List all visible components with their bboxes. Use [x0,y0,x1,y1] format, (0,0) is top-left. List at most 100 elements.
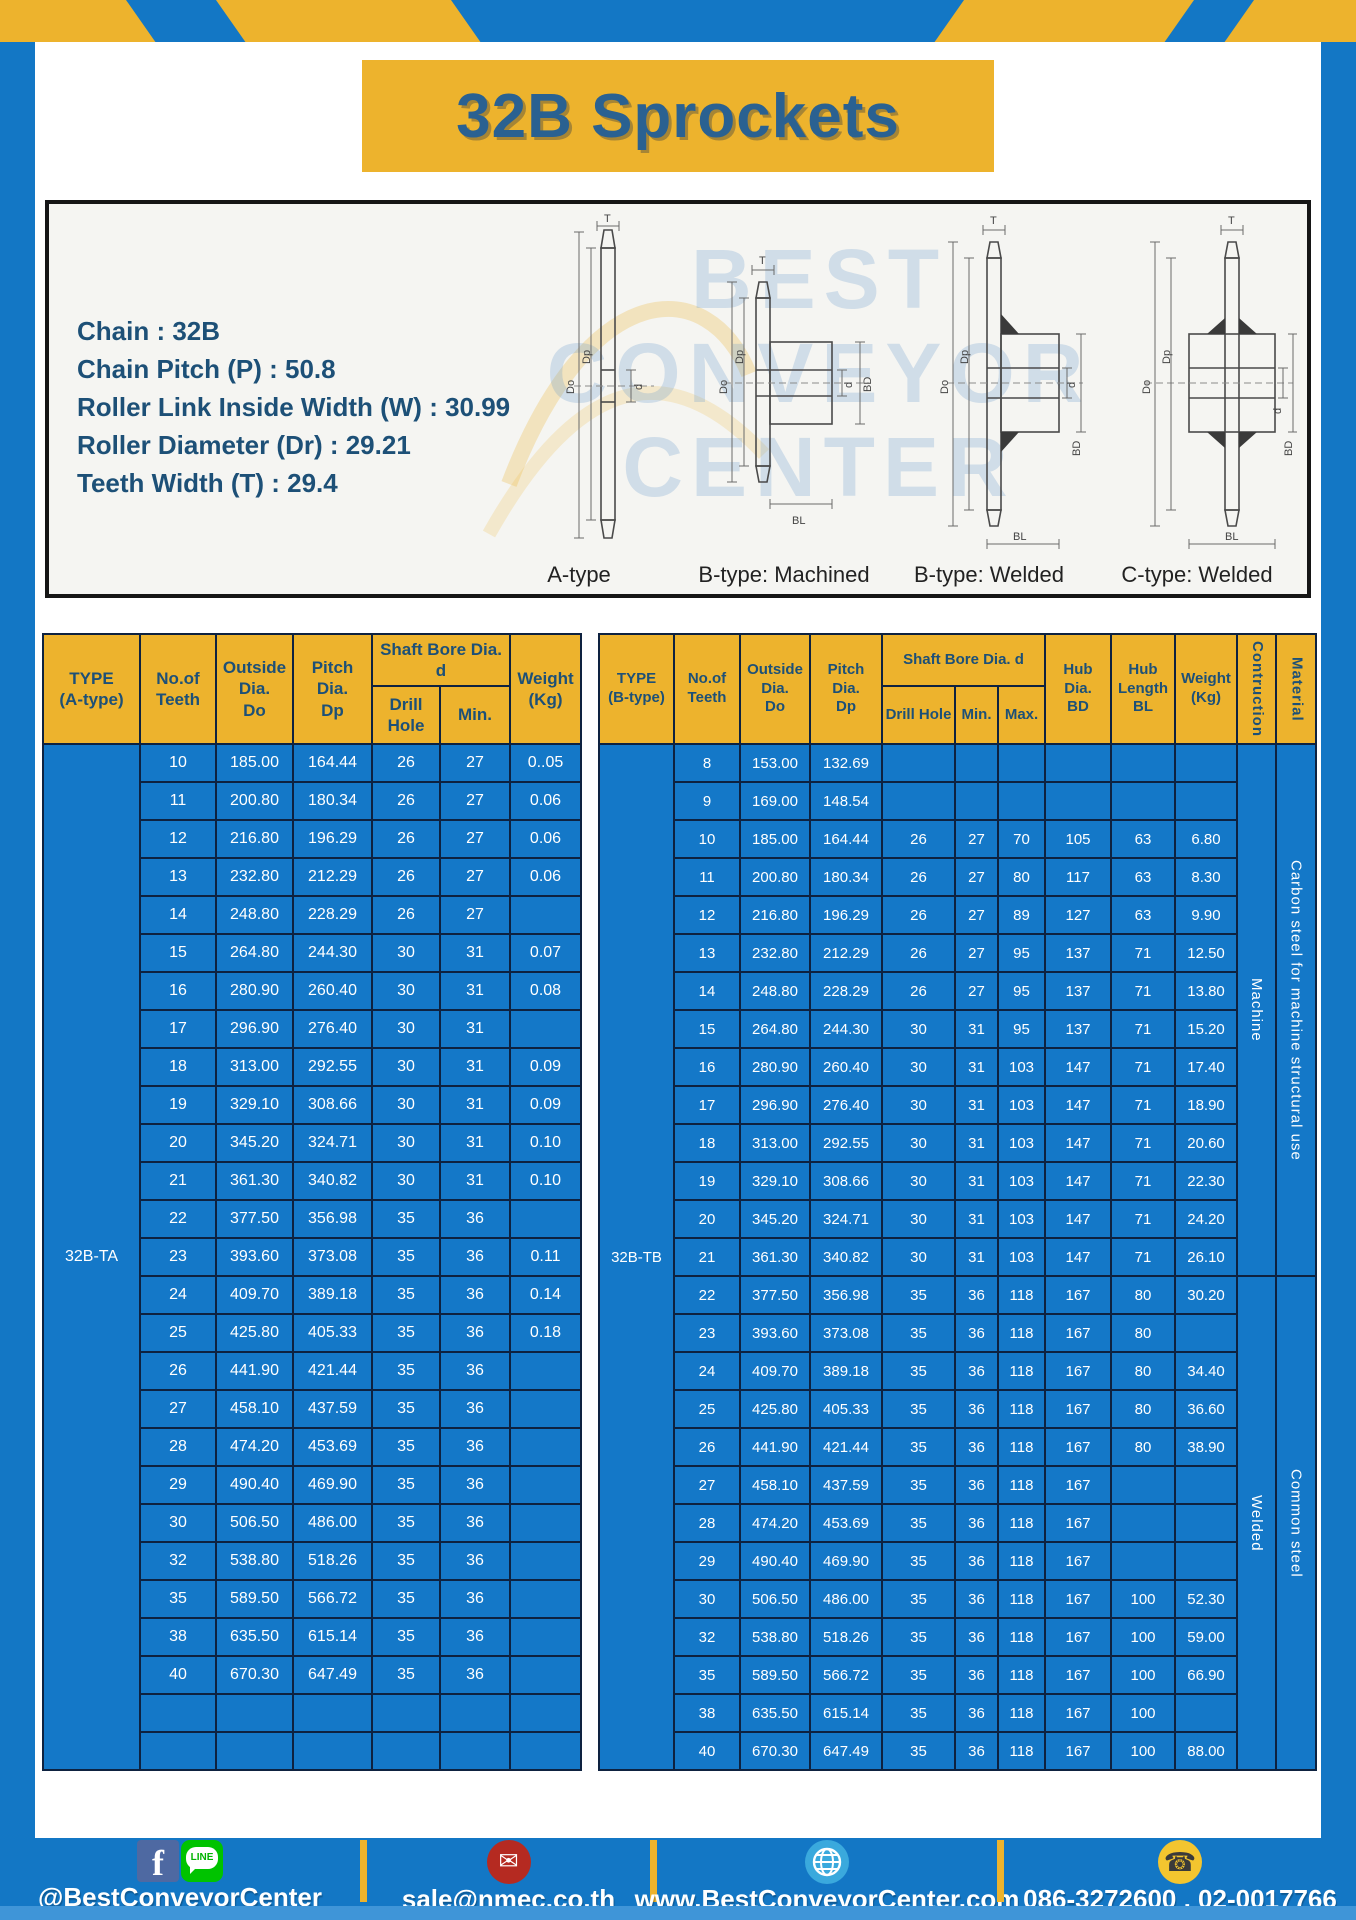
cell-drill-hole: 35 [881,1579,956,1619]
cell-hub-length: 71 [1110,1161,1177,1201]
cell-max: 118 [996,1503,1047,1543]
cell-outside-dia: 377.50 [215,1199,294,1239]
cell-drill-hole: 30 [371,1123,441,1163]
cell-hub-length: 71 [1110,1009,1177,1049]
cell-min: 36 [439,1199,511,1239]
cell-outside-dia: 200.80 [739,857,811,897]
spec-roller-link-width: Roller Link Inside Width (W) : 30.99 [77,392,511,422]
cell-hub-dia: 167 [1044,1465,1113,1505]
phone-icon[interactable]: ☎ [1158,1840,1202,1884]
cell-outside-dia: 329.10 [215,1085,294,1125]
table-row: 32B-TB 8 153.00 132.69 Machine Carbon steel f… [598,743,1318,1771]
cell-pitch-dia: 324.71 [809,1199,883,1239]
cell-hub-dia: 147 [1044,1085,1113,1125]
table-row: 32B-TA 10 185.00 164.44 26 27 0..05 [42,743,582,1771]
cell-min: 36 [954,1579,999,1619]
cell-teeth: 24 [139,1275,217,1315]
table-row: 22 377.50 356.98 35 36 [43,1199,582,1239]
cell-pitch-dia: 324.71 [292,1123,373,1163]
cell-pitch-dia: 389.18 [292,1275,373,1315]
cell-pitch-dia: 373.08 [809,1313,883,1353]
cell-drill-hole: 30 [371,1161,441,1201]
cell-max: 103 [996,1161,1047,1201]
cell-pitch-dia: 647.49 [292,1655,373,1695]
cell-pitch-dia: 437.59 [809,1465,883,1505]
cell-teeth: 32 [673,1617,741,1657]
footer-website[interactable]: www.BestConveyorCenter.com [635,1838,1019,1914]
cell-teeth: 28 [673,1503,741,1543]
cell-pitch-dia [292,1731,373,1771]
col-header-material: Material [1275,633,1318,745]
facebook-icon[interactable]: f [137,1840,179,1883]
cell-teeth: 15 [139,933,217,973]
cell-hub-length: 71 [1110,1047,1177,1087]
cell-hub-length: 80 [1110,1275,1177,1315]
cell-pitch-dia: 212.29 [809,933,883,973]
cell-outside-dia: 635.50 [739,1693,811,1733]
cell-hub-length: 100 [1110,1617,1177,1657]
table-row: 24 409.70 389.18 35 36 118 167 80 34.40 [599,1351,1316,1391]
line-icon[interactable]: LINE [181,1840,223,1882]
table-row: 10 185.00 164.44 26 27 70 105 63 6.80 [599,819,1316,859]
cell-weight: 66.90 [1174,1655,1239,1695]
cell-max: 103 [996,1085,1047,1125]
cell-weight: 34.40 [1174,1351,1239,1391]
cell-min: 36 [439,1313,511,1353]
cell-hub-length: 71 [1110,933,1177,973]
col-header-weight: Weight (Kg) [509,633,582,745]
cell-outside-dia: 280.90 [215,971,294,1011]
cell-hub-dia: 167 [1044,1579,1113,1619]
table-row: 22 377.50 356.98 35 36 118 167 80 30.20 Welded Com… [599,1275,1318,1771]
col-header-weight: Weight (Kg) [1174,633,1239,745]
svg-text:Do: Do [718,380,730,394]
footer-email[interactable]: ✉ sale@nmec.co.th [367,1838,650,1914]
cell-min: 36 [954,1427,999,1467]
cell-min: 31 [439,1009,511,1049]
svg-text:BD: BD [862,377,874,392]
cell-drill-hole: 26 [371,743,441,783]
cell-weight: 24.20 [1174,1199,1239,1239]
cell-min: 27 [954,819,999,859]
sprocket-diagram-b-type-machined: T Do Dp d BD [684,212,884,587]
cell-pitch-dia: 356.98 [809,1275,883,1315]
table-row: 32 538.80 518.26 35 36 [43,1541,582,1581]
cell-min: 36 [439,1579,511,1619]
cell-max: 118 [996,1693,1047,1733]
cell-teeth: 28 [139,1427,217,1467]
cell-drill-hole: 35 [881,1617,956,1657]
cell-drill-hole: 35 [881,1351,956,1391]
cell-weight [509,1199,582,1239]
cell-max: 103 [996,1199,1047,1239]
svg-text:Dp: Dp [1161,350,1173,364]
mail-icon[interactable]: ✉ [486,1840,531,1884]
cell-drill-hole: 30 [881,1199,956,1239]
cell-max: 80 [996,857,1047,897]
globe-icon[interactable] [805,1840,849,1884]
cell-hub-length: 80 [1110,1427,1177,1467]
table-row: 25 425.80 405.33 35 36 0.18 [43,1313,582,1353]
cell-weight [509,1427,582,1467]
cell-teeth: 32 [139,1541,217,1581]
table-row: 24 409.70 389.18 35 36 0.14 [43,1275,582,1315]
diagram-caption-c-type-welded: C-type: Welded [1121,562,1273,587]
footer-phone[interactable]: ☎ 086-3272600 , 02-0017766 [1004,1838,1356,1914]
cell-outside-dia: 248.80 [215,895,294,935]
cell-min [954,781,999,821]
table-row: 25 425.80 405.33 35 36 118 167 80 36.60 [599,1389,1316,1429]
cell-hub-length: 71 [1110,1085,1177,1125]
col-header-outside-dia: Outside Dia. Do [215,633,294,745]
table-row: 18 313.00 292.55 30 31 103 147 71 20.60 [599,1123,1316,1163]
cell-weight [509,895,582,935]
cell-teeth: 38 [139,1617,217,1657]
cell-teeth [139,1693,217,1733]
cell-weight: 0.06 [509,781,582,821]
bottom-accent-strip [0,1906,1356,1920]
cell-pitch-dia: 212.29 [292,857,373,897]
cell-min: 36 [954,1541,999,1581]
cell-pitch-dia: 518.26 [809,1617,883,1657]
cell-weight [1174,1541,1239,1581]
cell-hub-length: 100 [1110,1731,1177,1771]
cell-weight [509,1389,582,1429]
footer-social[interactable]: f LINE @BestConveyorCenter [0,1838,360,1912]
cell-pitch-dia: 373.08 [292,1237,373,1277]
